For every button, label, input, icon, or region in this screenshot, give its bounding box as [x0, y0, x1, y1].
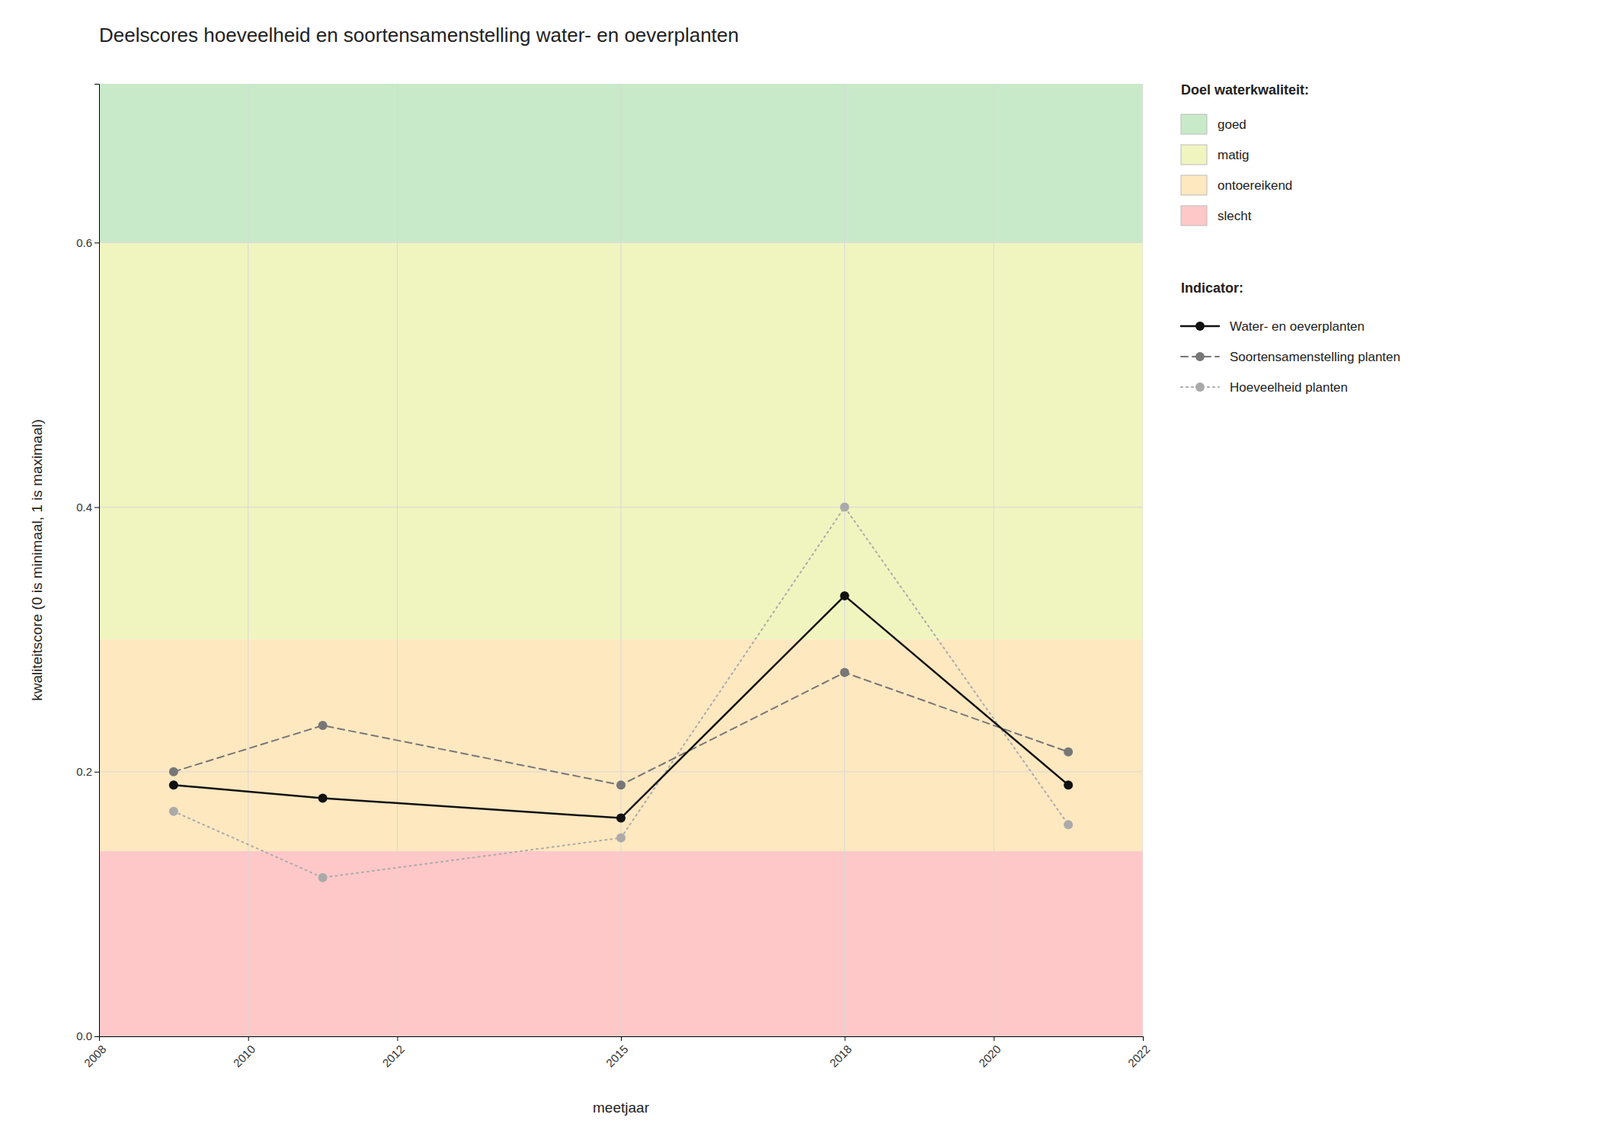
legend-marker [1195, 352, 1205, 362]
series-point [169, 767, 179, 777]
legend-swatch [1180, 114, 1207, 135]
series-point [840, 502, 850, 512]
series-point [1063, 780, 1073, 790]
series-point [840, 668, 850, 678]
x-tick: 2020 [976, 1036, 1004, 1070]
legend-item: Water- en oeverplanten [1180, 319, 1365, 334]
series-point [1063, 747, 1073, 757]
legend-item: matig [1180, 144, 1250, 165]
x-tick-mark [396, 1036, 398, 1041]
x-tick-label: 2008 [81, 1042, 109, 1070]
x-tick-mark [620, 1036, 622, 1041]
grid-line [99, 771, 1143, 772]
legend-marker [1195, 382, 1205, 392]
y-tick: 0.2 [76, 764, 100, 778]
x-tick: 2010 [230, 1036, 259, 1070]
chart: Deelscores hoeveelheid en soortensamenst… [0, 0, 1600, 1143]
x-tick-mark [844, 1036, 846, 1041]
legend-label: Soortensamenstelling planten [1229, 349, 1401, 365]
series-point [318, 720, 328, 730]
x-tick-mark [1142, 1036, 1144, 1041]
series-line [173, 672, 1069, 786]
x-tick: 2015 [603, 1036, 631, 1070]
legend-item: Soortensamenstelling planten [1180, 349, 1401, 365]
x-tick-mark [993, 1036, 995, 1041]
grid [99, 83, 1143, 1037]
series-point [169, 780, 179, 790]
y-tick-mark [94, 1036, 100, 1037]
y-tick-mark [94, 507, 100, 509]
legend-item: slecht [1180, 205, 1252, 226]
y-tick-label: 0.2 [76, 764, 93, 778]
series-point [169, 806, 179, 816]
x-axis-title: meetjaar [592, 1099, 650, 1116]
legend-label: Hoeveelheid planten [1229, 380, 1348, 395]
x-tick: 2018 [826, 1036, 855, 1070]
legend-item: ontoereikend [1180, 175, 1293, 196]
series-point [318, 793, 328, 804]
x-tick-label: 2015 [603, 1042, 631, 1070]
series-point [840, 591, 850, 601]
legend-marker [1195, 321, 1205, 331]
title: Deelscores hoeveelheid en soortensamenst… [99, 23, 740, 47]
y-tick: 0.6 [76, 236, 100, 250]
y-tick: 0.4 [76, 500, 100, 514]
grid-line [993, 83, 995, 1037]
legend-label: goed [1217, 117, 1247, 132]
grid-line [99, 506, 1143, 508]
legend-label: matig [1217, 147, 1250, 163]
legend: Doel waterkwaliteit: goed matig ontoereiken… [1180, 82, 1401, 395]
y-tick-mark [94, 771, 100, 773]
legend-title: Doel waterkwaliteit: [1180, 82, 1309, 98]
x-tick-label: 2018 [826, 1042, 855, 1070]
y-tick-label: 0.6 [76, 236, 93, 250]
series-line [173, 507, 1069, 878]
x-tick-label: 2020 [976, 1042, 1004, 1070]
x-tick: 2022 [1125, 1036, 1153, 1070]
plot-area [99, 83, 1143, 1037]
y-tick-label: 0.4 [76, 500, 93, 514]
series-point [616, 813, 626, 823]
y-tick-label: 0.0 [76, 1029, 93, 1043]
x-tick: 2012 [379, 1036, 407, 1070]
legend-item: goed [1180, 114, 1247, 135]
y-axis-title: kwaliteitscore (0 is minimaal, 1 is maxi… [28, 419, 45, 701]
series-point [616, 780, 626, 790]
legend-title: Indicator: [1180, 280, 1244, 296]
series-point [616, 833, 626, 843]
grid-line [1142, 83, 1144, 1037]
grid-line [844, 83, 845, 1037]
grid-line [99, 242, 1143, 244]
grid-line [247, 83, 249, 1037]
series-point [1063, 819, 1073, 829]
y-tick: 0.0 [76, 1029, 100, 1043]
x-axis-line [99, 1036, 1144, 1042]
legend-label: Water- en oeverplanten [1229, 319, 1365, 334]
legend-swatch [1180, 144, 1207, 165]
grid-line [396, 83, 398, 1037]
grid-line [620, 83, 622, 1037]
legend-label: ontoereikend [1217, 178, 1293, 193]
series [169, 591, 1073, 823]
x-tick-label: 2022 [1125, 1042, 1153, 1070]
series-line [173, 595, 1069, 819]
x-tick-label: 2012 [379, 1042, 407, 1070]
y-axis-line [94, 84, 100, 1037]
plot: 2008 2010 2012 2015 2018 2020 2022 0.0 0.2 0.4 0.6 [76, 83, 1152, 1070]
legend-label: slecht [1217, 208, 1252, 224]
grid-line [99, 1036, 1143, 1037]
legend-swatch [1180, 175, 1207, 196]
legend-item: Hoeveelheid planten [1180, 380, 1348, 395]
x-tick-mark [248, 1036, 250, 1041]
y-tick-mark [94, 242, 100, 244]
x-axis: 2008 2010 2012 2015 2018 2020 2022 [81, 1036, 1153, 1070]
x-tick-label: 2010 [230, 1042, 259, 1070]
y-axis: 0.0 0.2 0.4 0.6 [76, 84, 100, 1044]
legend-swatch [1180, 205, 1207, 226]
series [169, 668, 1073, 791]
series [169, 502, 1073, 883]
series-point [318, 873, 328, 883]
